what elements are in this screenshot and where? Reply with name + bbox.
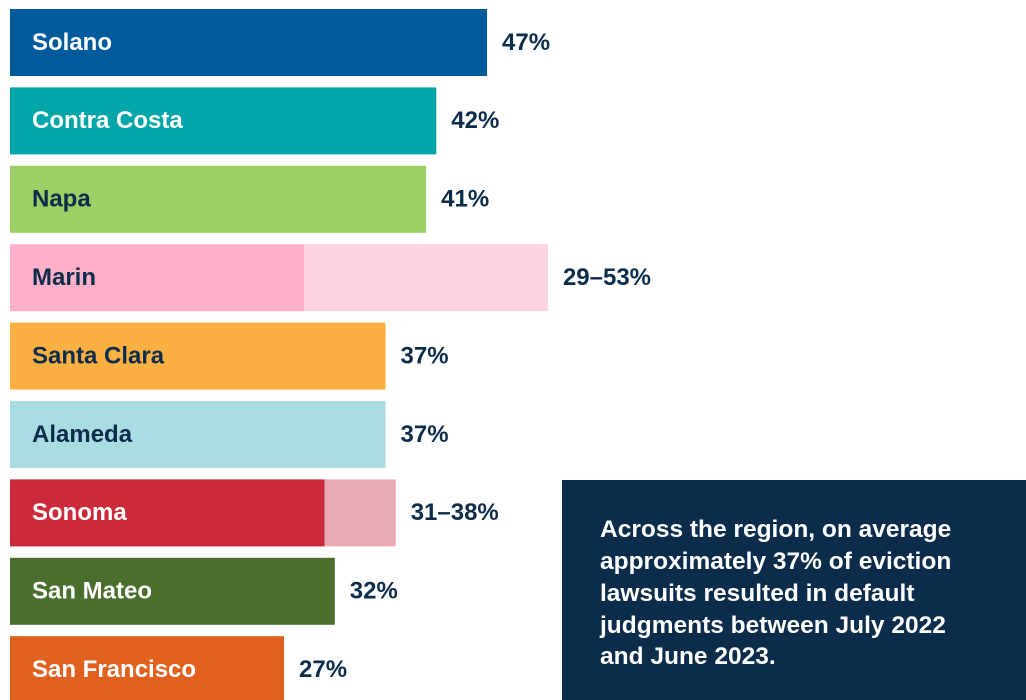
range-bar — [304, 244, 548, 312]
category-label: Santa Clara — [32, 342, 165, 369]
annotation: Across the region, on average approximat… — [562, 480, 1026, 700]
value-label: 37% — [401, 421, 449, 448]
value-label: 41% — [441, 186, 489, 213]
category-label: Sonoma — [32, 499, 127, 526]
bar — [10, 557, 335, 625]
category-label: Marin — [32, 264, 96, 291]
range-bar — [324, 479, 396, 547]
category-label: Alameda — [32, 421, 133, 448]
value-label: 37% — [401, 342, 449, 369]
category-label: Napa — [32, 186, 91, 213]
category-label: San Mateo — [32, 578, 152, 605]
bar — [10, 401, 386, 468]
category-label: Contra Costa — [32, 107, 183, 134]
value-label: 31–38% — [411, 499, 499, 526]
category-label: San Francisco — [32, 656, 196, 683]
bar — [10, 479, 325, 547]
value-label: 42% — [451, 107, 499, 134]
bar — [10, 165, 427, 233]
bar — [10, 636, 285, 700]
bar — [10, 87, 437, 155]
bar — [10, 244, 305, 312]
bar — [10, 322, 386, 390]
value-label: 29–53% — [563, 264, 651, 291]
value-label: 32% — [350, 578, 398, 605]
value-label: 27% — [299, 656, 347, 683]
value-label: 47% — [502, 29, 550, 56]
bar — [10, 9, 488, 76]
category-label: Solano — [32, 29, 112, 56]
